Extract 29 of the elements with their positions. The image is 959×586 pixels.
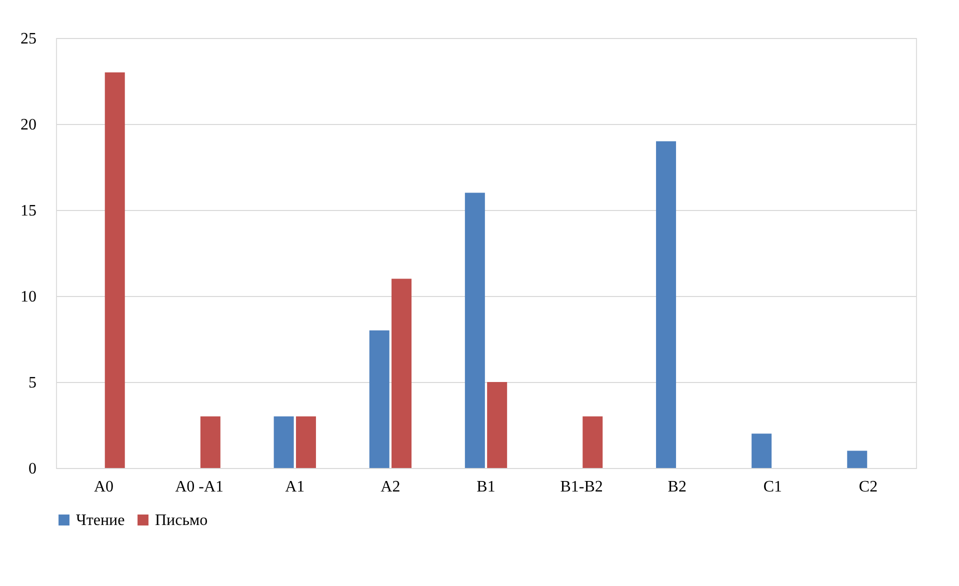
y-tick-label: 10	[20, 288, 36, 306]
bar	[274, 416, 294, 468]
bar	[104, 72, 125, 468]
bar	[392, 278, 412, 468]
bar	[656, 141, 676, 468]
bar	[582, 416, 603, 468]
y-tick-label: 20	[20, 116, 36, 134]
legend-label: Письмо	[155, 512, 208, 529]
x-tick-label: A1	[285, 478, 305, 496]
y-tick-label: 0	[28, 460, 36, 478]
bar	[487, 382, 508, 468]
y-tick-label: 25	[20, 30, 36, 48]
y-tick-label: 15	[20, 202, 36, 220]
bar	[369, 330, 390, 468]
bar	[752, 434, 772, 468]
bar	[200, 416, 220, 468]
x-tick-label: B1	[476, 478, 496, 496]
x-tick-label: A2	[380, 478, 400, 496]
y-tick-label: 5	[28, 374, 36, 392]
bar	[296, 416, 316, 468]
x-tick-label: C2	[858, 478, 878, 496]
x-tick-label: B2	[668, 478, 686, 496]
x-tick-label: A0 -A1	[175, 478, 224, 496]
bar	[464, 192, 485, 468]
x-tick-label: A0	[94, 478, 114, 496]
legend-label: Чтение	[76, 512, 125, 529]
x-tick-label: C1	[763, 478, 782, 496]
bar	[847, 450, 868, 468]
x-tick-label: B1-B2	[560, 478, 603, 496]
